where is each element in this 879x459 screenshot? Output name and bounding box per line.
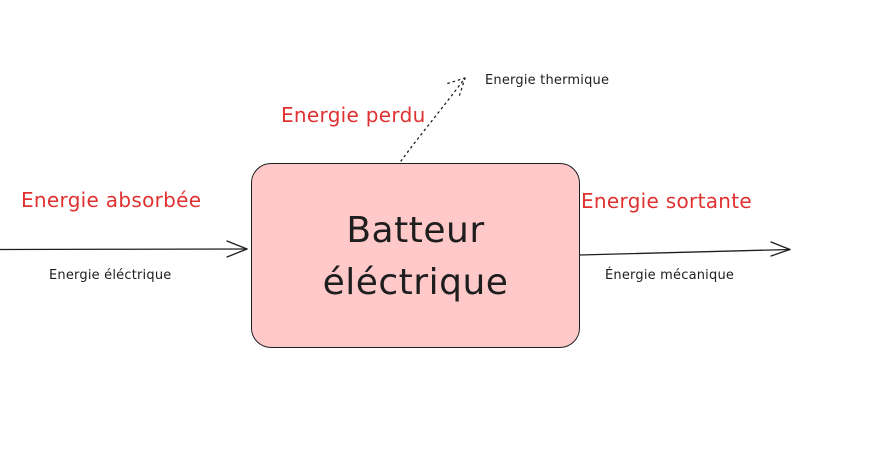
input-arrow bbox=[0, 240, 248, 258]
output-heading: Energie sortante bbox=[581, 189, 753, 213]
output-sublabel: Énergie mécanique bbox=[605, 268, 735, 283]
input-sublabel: Energie éléctrique bbox=[49, 268, 172, 283]
loss-arrow bbox=[400, 77, 466, 162]
battery-node-title: Batteur éléctrique bbox=[251, 205, 580, 309]
battery-title-line-2: éléctrique bbox=[322, 262, 509, 303]
loss-heading: Energie perdu bbox=[281, 103, 426, 127]
input-heading: Energie absorbée bbox=[21, 188, 202, 212]
battery-title-line-1: Batteur bbox=[346, 210, 485, 251]
loss-sublabel: Energie thermique bbox=[485, 73, 610, 88]
battery-node bbox=[251, 163, 580, 348]
output-arrow bbox=[579, 241, 791, 257]
